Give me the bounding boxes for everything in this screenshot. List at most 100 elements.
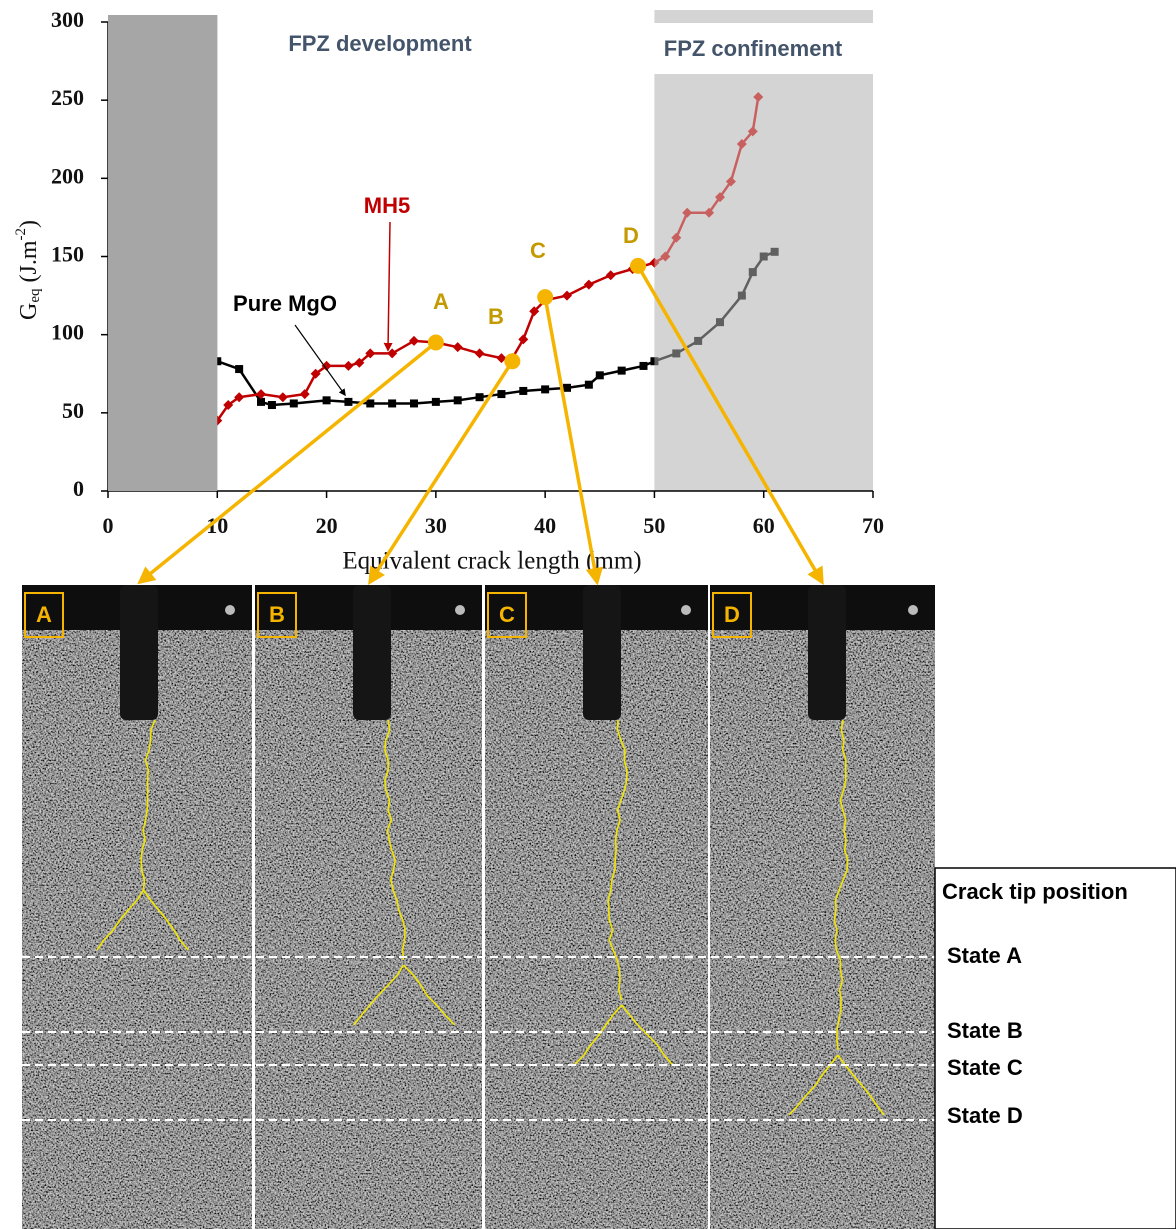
zone-strip (654, 10, 873, 23)
fixture-stem (120, 585, 158, 720)
point (529, 306, 540, 317)
point-label: A (433, 289, 449, 314)
point (584, 380, 593, 389)
point (235, 365, 244, 374)
y-tick-label: 200 (51, 163, 84, 188)
point (410, 399, 418, 408)
point (672, 349, 681, 358)
point (518, 334, 529, 345)
point (649, 257, 660, 268)
point (747, 126, 758, 137)
panel-label-box (487, 592, 527, 638)
point (759, 252, 768, 261)
point (725, 176, 736, 187)
point (770, 247, 779, 256)
point (234, 392, 245, 403)
panels: A B C D (22, 585, 935, 1229)
panel-label: A (36, 602, 52, 627)
y-axis-label: Geq (J.m-2) (13, 220, 43, 320)
crack (140, 719, 156, 891)
point (563, 383, 571, 392)
y-axis-label-part: G (16, 303, 42, 320)
link-arrow (543, 296, 604, 586)
point (257, 397, 265, 406)
link-arrow (137, 341, 437, 585)
point (562, 290, 572, 301)
y-tick-label: 100 (51, 320, 84, 345)
point-label: C (530, 238, 546, 263)
point (267, 401, 276, 410)
legend-box (934, 867, 1176, 1229)
crack (607, 719, 628, 1001)
point-marker (630, 257, 647, 274)
point (310, 368, 321, 379)
link-arrow (368, 360, 514, 585)
panel-label: C (499, 602, 515, 627)
point (344, 397, 353, 406)
point (388, 399, 397, 408)
point (223, 400, 234, 411)
point (354, 357, 365, 368)
series-label: Pure MgO (233, 291, 337, 316)
point-marker (504, 353, 521, 370)
point (496, 353, 507, 364)
point (704, 207, 715, 218)
fixture-stem (353, 585, 391, 720)
annotation-arrow (294, 324, 346, 397)
panel-label-box (712, 592, 752, 638)
state-label: State A (947, 943, 1022, 968)
point (497, 390, 506, 399)
zone-overlay (654, 74, 873, 490)
point (748, 268, 757, 277)
x-tick-label: 50 (643, 513, 665, 538)
point (660, 251, 671, 262)
point (716, 318, 724, 327)
point (343, 360, 354, 371)
fixture-pin (225, 605, 235, 615)
point (299, 389, 310, 400)
point (452, 342, 463, 353)
y-axis-label-part: -2 (13, 228, 29, 241)
fixture-pin (455, 605, 465, 615)
series-label: MH5 (364, 193, 410, 218)
point (595, 371, 604, 380)
crack (353, 964, 405, 1026)
y-axis-label-part: eq (27, 288, 43, 303)
point (322, 396, 331, 405)
crack (384, 719, 406, 961)
point (605, 270, 616, 281)
point-label: D (623, 223, 639, 248)
y-tick-label: 250 (51, 85, 84, 110)
y-axis-label-part: ) (16, 220, 42, 228)
point (737, 291, 746, 300)
state-label: State D (947, 1103, 1023, 1128)
crack (621, 1004, 674, 1066)
x-axis-label: Equivalent crack length (mm) (342, 548, 641, 575)
point (682, 207, 693, 218)
y-tick-label: 150 (51, 242, 84, 267)
chart: FPZ development FPZ confinement 0 10 20 30 40 5… (13, 7, 884, 586)
y-tick-label: 300 (51, 7, 84, 32)
point (671, 232, 682, 243)
point (213, 357, 222, 366)
x-tick-label: 30 (425, 513, 447, 538)
panel-label-box (24, 592, 64, 638)
point (475, 393, 484, 402)
point (409, 335, 419, 346)
point (366, 399, 375, 408)
x-tick-label: 60 (753, 513, 775, 538)
panel-label-box (257, 592, 297, 638)
point (519, 386, 528, 395)
point (256, 389, 266, 400)
point (715, 192, 725, 203)
point (277, 392, 288, 403)
state-label: State C (947, 1055, 1023, 1080)
x-tick-label: 10 (206, 513, 228, 538)
state-label: State B (947, 1018, 1023, 1043)
point (650, 357, 659, 366)
point (639, 361, 648, 370)
zone-cover (108, 15, 218, 491)
point (694, 336, 703, 345)
fixture-stem (583, 585, 621, 720)
panel-label: B (269, 602, 285, 627)
